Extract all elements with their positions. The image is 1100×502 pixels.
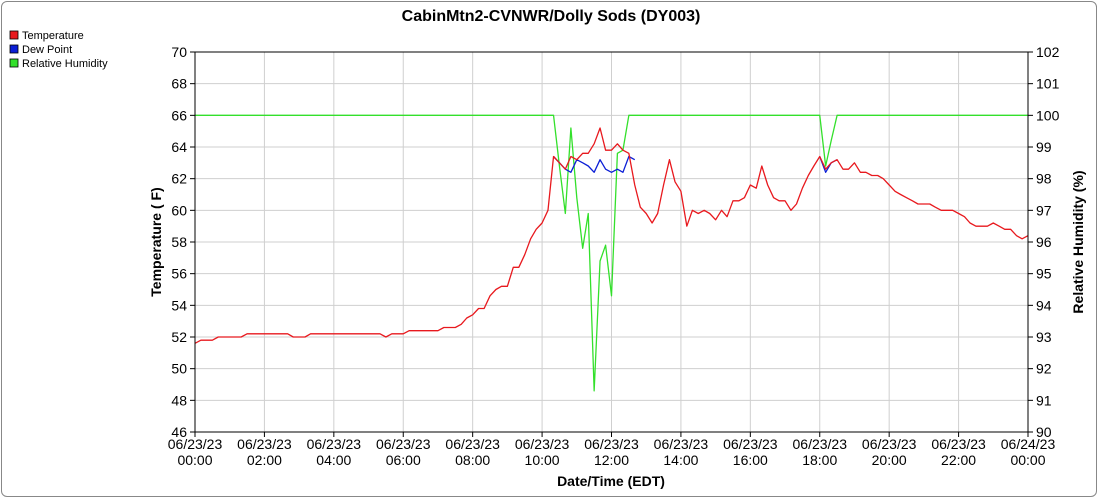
legend-swatch <box>9 58 19 68</box>
x-tick-date: 06/23/23 <box>376 436 431 452</box>
x-tick-time: 00:00 <box>1010 452 1045 468</box>
legend-swatch <box>9 44 19 54</box>
y-tick-label: 70 <box>171 44 187 60</box>
y-tick-label: 60 <box>171 202 187 218</box>
y2-tick-label: 100 <box>1036 107 1060 123</box>
x-tick-time: 02:00 <box>247 452 282 468</box>
y2-tick-label: 95 <box>1036 266 1052 282</box>
x-axis-ticks: 06/23/2300:0006/23/2302:0006/23/2304:000… <box>168 432 1056 468</box>
x-tick-date: 06/23/23 <box>515 436 570 452</box>
series-layer <box>195 114 1028 392</box>
x-tick-time: 00:00 <box>177 452 212 468</box>
y-tick-label: 56 <box>171 266 187 282</box>
x-tick-date: 06/24/23 <box>1001 436 1056 452</box>
y-tick-label: 62 <box>171 171 187 187</box>
y2-tick-label: 98 <box>1036 171 1052 187</box>
legend: Temperature Dew Point Relative Humidity <box>9 30 108 70</box>
legend-label: Temperature <box>22 30 84 42</box>
x-tick-date: 06/23/23 <box>723 436 778 452</box>
y2-tick-label: 96 <box>1036 234 1052 250</box>
legend-label: Relative Humidity <box>22 58 108 70</box>
y-tick-label: 50 <box>171 361 187 377</box>
y2-tick-label: 102 <box>1036 44 1060 60</box>
x-tick-time: 16:00 <box>733 452 768 468</box>
y2-tick-label: 99 <box>1036 139 1052 155</box>
y2-tick-label: 92 <box>1036 361 1052 377</box>
x-tick-time: 18:00 <box>802 452 837 468</box>
x-tick-date: 06/23/23 <box>931 436 986 452</box>
y-tick-label: 52 <box>171 329 187 345</box>
x-tick-date: 06/23/23 <box>237 436 292 452</box>
y-tick-label: 68 <box>171 76 187 92</box>
x-tick-time: 10:00 <box>525 452 560 468</box>
y2-axis-title: Relative Humidity (%) <box>1070 170 1086 313</box>
x-tick-date: 06/23/23 <box>584 436 639 452</box>
x-tick-date: 06/23/23 <box>168 436 223 452</box>
x-tick-date: 06/23/23 <box>445 436 500 452</box>
x-tick-time: 22:00 <box>941 452 976 468</box>
y-axis-title: Temperature ( F) <box>148 187 164 296</box>
x-axis-title: Date/Time (EDT) <box>557 473 665 489</box>
y2-tick-label: 97 <box>1036 202 1052 218</box>
x-tick-time: 20:00 <box>872 452 907 468</box>
chart-title: CabinMtn2-CVNWR/Dolly Sods (DY003) <box>402 8 701 25</box>
x-tick-date: 06/23/23 <box>654 436 709 452</box>
y-tick-label: 46 <box>171 424 187 440</box>
y-tick-label: 48 <box>171 392 187 408</box>
y2-tick-label: 91 <box>1036 392 1052 408</box>
y-tick-label: 66 <box>171 107 187 123</box>
x-tick-time: 08:00 <box>455 452 490 468</box>
y-tick-label: 54 <box>171 297 187 313</box>
x-tick-date: 06/23/23 <box>793 436 848 452</box>
grid <box>194 51 1029 433</box>
x-tick-time: 04:00 <box>316 452 351 468</box>
y-tick-label: 58 <box>171 234 187 250</box>
series-line-dew-point <box>553 155 838 173</box>
y2-tick-label: 93 <box>1036 329 1052 345</box>
legend-swatch <box>9 30 19 40</box>
x-tick-time: 14:00 <box>663 452 698 468</box>
y2-tick-label: 94 <box>1036 297 1052 313</box>
y2-tick-label: 101 <box>1036 76 1060 92</box>
x-tick-time: 12:00 <box>594 452 629 468</box>
left-axis-ticks: 46 48 50 52 54 56 58 60 62 64 66 68 70 <box>171 44 195 440</box>
legend-label: Dew Point <box>22 44 72 56</box>
series-line-temperature <box>195 127 1028 344</box>
x-tick-date: 06/23/23 <box>862 436 917 452</box>
x-tick-date: 06/23/23 <box>307 436 362 452</box>
y-tick-label: 64 <box>171 139 187 155</box>
series-line-relative-humidity <box>195 114 1028 392</box>
x-tick-time: 06:00 <box>386 452 421 468</box>
y2-tick-label: 90 <box>1036 424 1052 440</box>
right-axis-ticks: 90 91 92 93 94 95 96 97 98 99 100 101 102 <box>1028 44 1060 440</box>
